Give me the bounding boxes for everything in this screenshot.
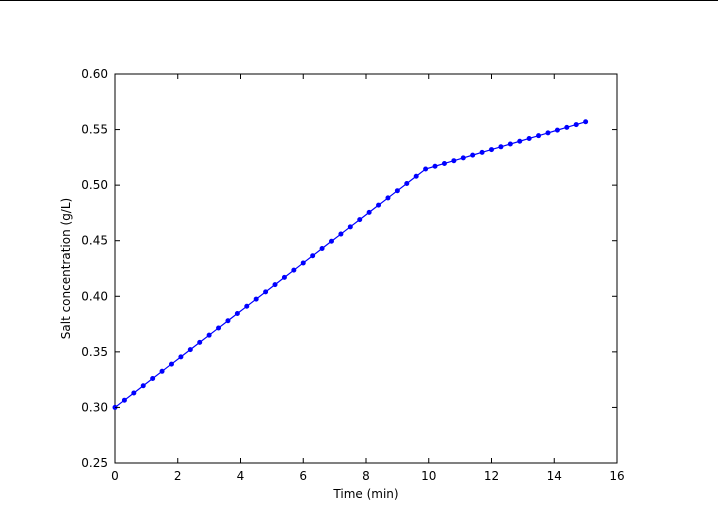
data-point: [328, 238, 334, 244]
data-point: [385, 195, 391, 201]
data-point: [564, 124, 570, 130]
data-point: [357, 217, 363, 223]
y-axis-label: Salt concentration (g/L): [59, 198, 73, 339]
data-point: [347, 224, 353, 230]
data-point: [168, 361, 174, 367]
y-tick-label: 0.30: [81, 400, 108, 414]
data-point: [404, 180, 410, 186]
data-point: [517, 138, 523, 144]
x-tick-label: 6: [299, 469, 307, 483]
top-border-line: [0, 0, 718, 1]
data-point: [234, 311, 240, 317]
data-point: [281, 274, 287, 280]
y-tick-label: 0.45: [81, 234, 108, 248]
data-point: [310, 253, 316, 259]
x-axis: 0 2 4 6 8 10 12 14 16: [111, 74, 625, 483]
x-tick-label: 4: [237, 469, 245, 483]
x-tick-label: 8: [362, 469, 370, 483]
data-point: [545, 130, 551, 136]
data-point: [489, 147, 494, 153]
x-tick-label: 10: [421, 469, 436, 483]
data-point: [583, 119, 589, 125]
data-point: [573, 122, 579, 128]
x-tick-label: 14: [547, 469, 562, 483]
data-point: [291, 267, 297, 273]
data-point: [319, 245, 325, 251]
plot-frame: [114, 73, 618, 464]
data-point: [498, 144, 504, 150]
x-tick-label: 0: [111, 469, 119, 483]
data-point: [121, 397, 127, 403]
data-point: [140, 383, 146, 389]
y-tick-label: 0.50: [81, 178, 108, 192]
data-point: [470, 152, 476, 158]
data-point: [197, 339, 203, 345]
data-point: [526, 135, 532, 141]
data-point: [366, 209, 372, 215]
data-point: [131, 390, 137, 396]
data-point: [253, 296, 259, 302]
data-point: [178, 354, 184, 360]
x-tick-label: 16: [609, 469, 624, 483]
data-point: [507, 141, 513, 147]
data-point: [451, 158, 457, 164]
data-point: [536, 133, 542, 139]
data-point: [225, 318, 231, 324]
data-point: [479, 149, 485, 155]
data-point: [150, 376, 156, 382]
data-point: [159, 368, 165, 374]
data-point: [216, 325, 222, 331]
data-point: [460, 155, 466, 161]
data-point: [413, 173, 419, 179]
data-point: [272, 282, 278, 288]
data-point: [244, 303, 250, 309]
y-tick-label: 0.40: [81, 289, 108, 303]
data-point: [432, 163, 438, 169]
x-tick-label: 2: [174, 469, 182, 483]
x-tick-label: 12: [484, 469, 499, 483]
plot-area: [112, 73, 618, 464]
data-point: [423, 166, 429, 172]
data-point: [554, 127, 560, 133]
data-point: [263, 289, 269, 295]
data-point: [376, 202, 382, 208]
y-axis: 0.25 0.30 0.35 0.40 0.45 0.50 0.55 0.60: [81, 67, 617, 470]
data-point: [187, 347, 193, 353]
x-axis-label: Time (min): [332, 487, 398, 501]
data-point: [206, 332, 212, 338]
data-point: [338, 231, 344, 237]
y-tick-label: 0.60: [81, 67, 108, 81]
y-tick-label: 0.25: [81, 456, 108, 470]
y-tick-label: 0.35: [81, 345, 108, 359]
y-tick-label: 0.55: [81, 123, 108, 137]
data-point: [394, 188, 400, 194]
data-point: [300, 260, 306, 266]
data-point: [441, 160, 447, 166]
